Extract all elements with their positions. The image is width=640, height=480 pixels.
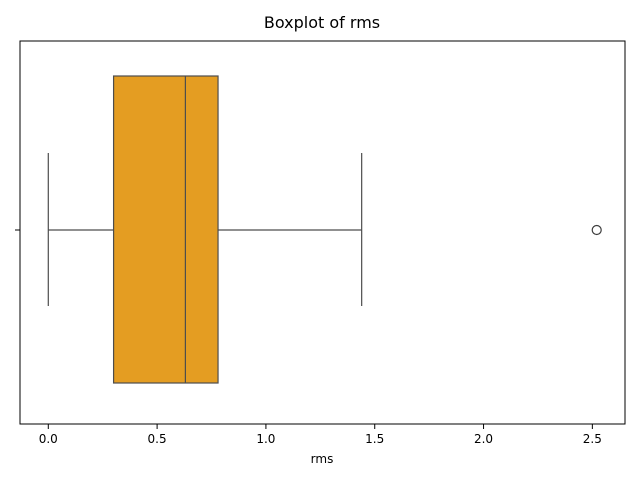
x-tick-label: 2.0 bbox=[474, 432, 493, 446]
iqr-box bbox=[112, 75, 219, 384]
x-tick-label: 1.0 bbox=[256, 432, 275, 446]
outlier-point bbox=[591, 224, 602, 236]
x-tick-label: 0.0 bbox=[39, 432, 58, 446]
chart-title: Boxplot of rms bbox=[264, 13, 380, 32]
x-tick-label: 0.5 bbox=[148, 432, 167, 446]
axes-frame bbox=[19, 40, 626, 425]
x-tick-label: 2.5 bbox=[583, 432, 602, 446]
plot-area bbox=[47, 75, 602, 384]
x-axis-ticks: 0.0 0.5 1.0 1.5 2.0 2.5 bbox=[15, 229, 602, 446]
x-axis-label: rms bbox=[311, 452, 334, 466]
x-tick-label: 1.5 bbox=[365, 432, 384, 446]
